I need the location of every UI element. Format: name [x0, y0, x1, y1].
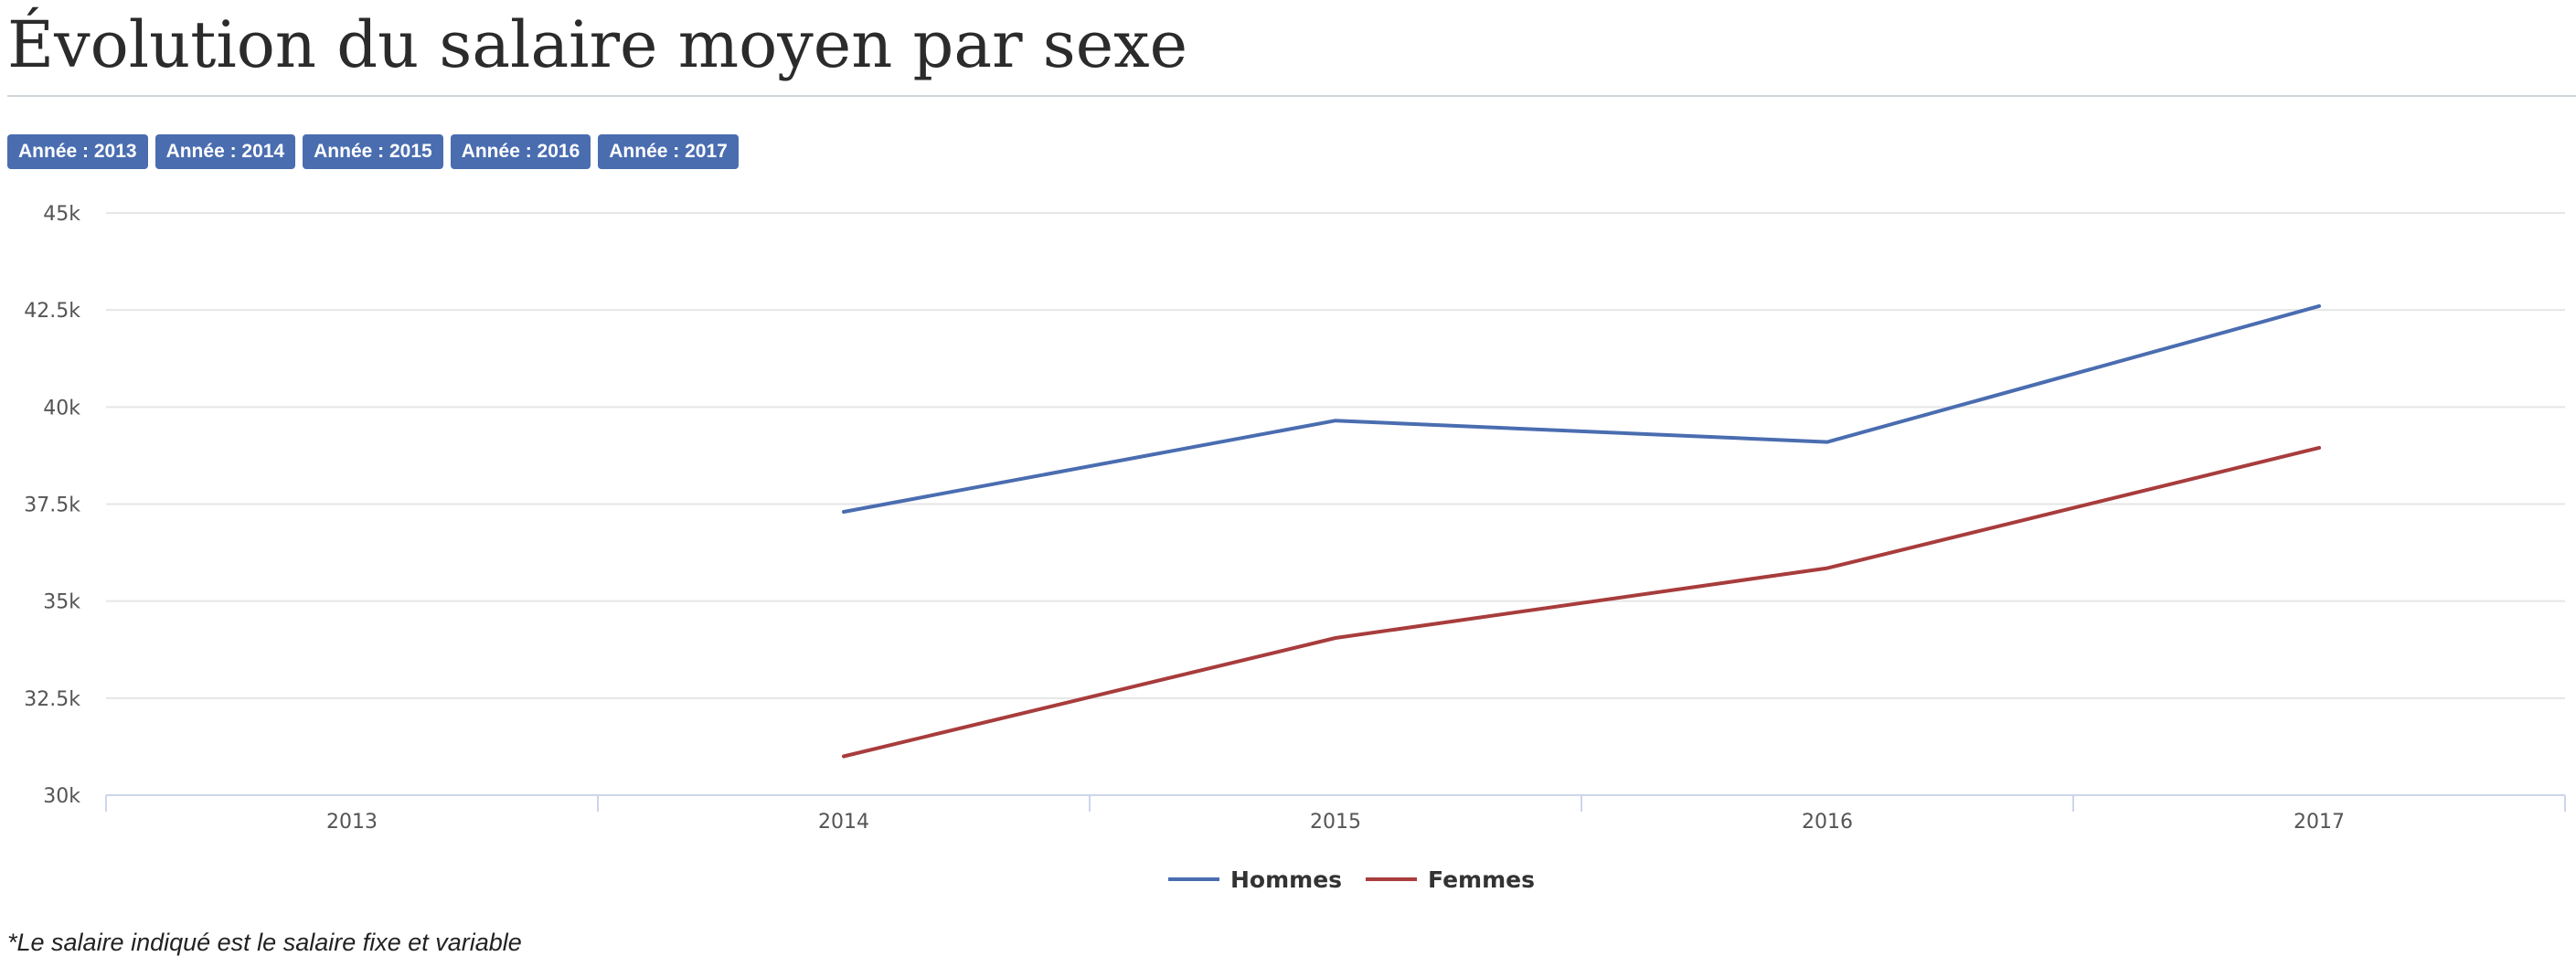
y-tick-label: 45k: [43, 203, 80, 226]
filter-badge-2014[interactable]: Année : 2014: [154, 134, 296, 169]
legend-item-hommes[interactable]: Hommes: [1168, 866, 1342, 893]
grid-lines: [106, 212, 2565, 699]
page-title: Évolution du salaire moyen par sexe: [7, 7, 1188, 82]
y-tick-label: 40k: [43, 397, 80, 420]
title-divider: [7, 95, 2576, 97]
x-tick-label: 2015: [1310, 811, 1361, 834]
series-line-hommes[interactable]: [842, 303, 2321, 514]
series-line-femmes[interactable]: [842, 445, 2321, 759]
salary-line-chart: 30k 32.5k 35k 37.5k 40k 42.5k 45k 2013 2014 2015…: [24, 203, 2566, 893]
filter-badge-2013[interactable]: Année : 2013: [7, 134, 148, 169]
y-tick-label: 30k: [43, 785, 80, 808]
legend-label: Femmes: [1428, 866, 1535, 893]
legend-label: Hommes: [1230, 866, 1342, 893]
salary-footnote: *Le salaire indiqué est le salaire fixe …: [7, 929, 522, 956]
legend[interactable]: Hommes Femmes: [1168, 866, 1535, 893]
y-tick-label: 37.5k: [24, 494, 80, 517]
year-filters: Année : 2013 Année : 2014 Année : 2015 A…: [7, 134, 739, 169]
filter-badge-2015[interactable]: Année : 2015: [303, 134, 443, 169]
x-tick-label: 2013: [326, 811, 378, 834]
y-tick-label: 32.5k: [24, 688, 80, 711]
filter-badge-2017[interactable]: Année : 2017: [598, 134, 739, 169]
y-tick-label: 42.5k: [24, 300, 80, 323]
x-tick-label: 2017: [2294, 811, 2345, 834]
filter-badge-2016[interactable]: Année : 2016: [450, 134, 591, 169]
y-axis: 30k 32.5k 35k 37.5k 40k 42.5k 45k: [24, 203, 80, 808]
y-tick-label: 35k: [43, 591, 80, 614]
x-axis: 2013 2014 2015 2016 2017: [105, 794, 2566, 834]
legend-item-femmes[interactable]: Femmes: [1366, 866, 1535, 893]
series-lines: [842, 303, 2321, 759]
x-tick-label: 2014: [818, 811, 869, 834]
x-tick-label: 2016: [1802, 811, 1853, 834]
